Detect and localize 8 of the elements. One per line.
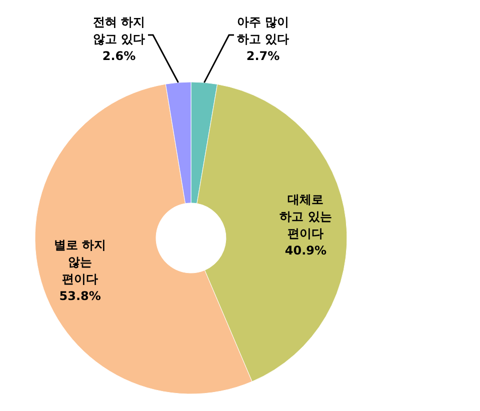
slice-label: 전혀 하지 않고 있다 [92, 15, 146, 46]
slice-label: 별로 하지 않는 편이다 [54, 238, 106, 286]
data-label: 2.7% [246, 49, 280, 64]
slice-label: 아주 많이 하고 있다 [236, 15, 290, 46]
data-label: 40.9% [284, 243, 327, 258]
slice-label: 대체로 하고 있는 편이다 [280, 192, 332, 240]
data-label: 2.6% [102, 49, 136, 64]
data-label: 53.8% [59, 288, 101, 303]
